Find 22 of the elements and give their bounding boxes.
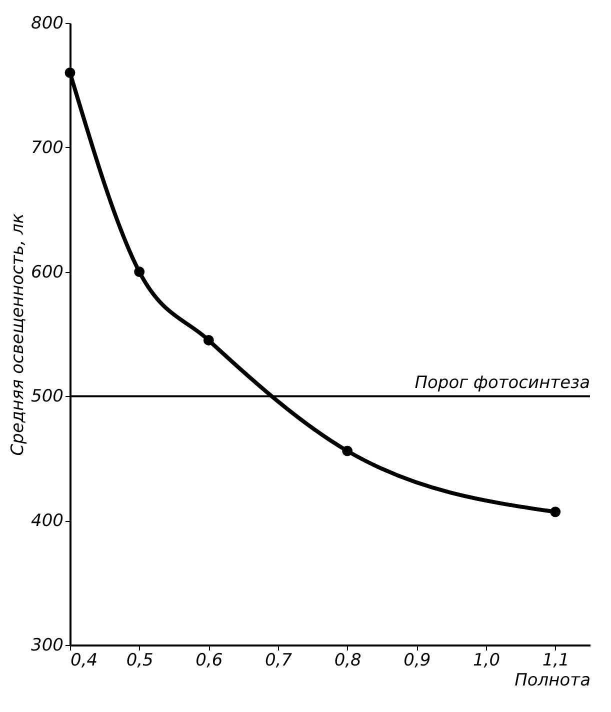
x-tick-label: 0,6	[196, 650, 223, 670]
point	[342, 446, 353, 456]
y-tick-label: 300	[31, 636, 64, 656]
x-tick-label: 0,9	[404, 650, 431, 670]
x-tick-label: 1,0	[472, 650, 500, 670]
x-tick-label: 0,4	[70, 650, 98, 670]
y-axis-title: Средняя освещенность, лк	[8, 212, 28, 456]
point	[134, 266, 145, 278]
y-tick-label: 400	[31, 511, 64, 532]
x-axis-title: Полнота	[514, 670, 590, 690]
y-tick-label: 500	[31, 386, 64, 407]
point	[550, 506, 561, 518]
point	[64, 68, 76, 78]
y-tick-label: 700	[31, 138, 64, 158]
x-tick-label: 0,8	[334, 650, 362, 670]
x-tick-label: 0,5	[126, 650, 154, 670]
ref-line-label: Порог фотосинтеза	[414, 373, 590, 394]
y-tick-label: 600	[31, 262, 64, 282]
x-tick-label: 0,7	[264, 650, 292, 670]
point	[203, 334, 214, 346]
y-tick-label: 800	[31, 14, 64, 34]
x-tick-label: 1,1	[542, 650, 570, 670]
